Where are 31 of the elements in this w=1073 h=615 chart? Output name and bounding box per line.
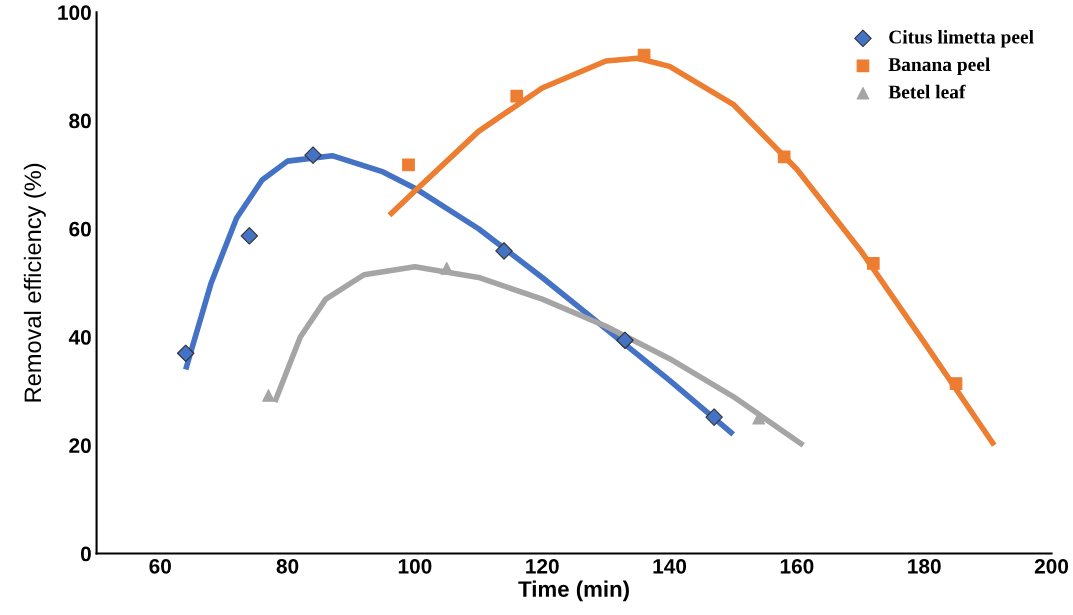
y-tick-label: 40 (68, 330, 91, 345)
legend-label: Citus limetta peel (889, 29, 1034, 48)
x-tick-label: 140 (653, 558, 687, 574)
legend-label: Banana peel (888, 57, 991, 76)
x-tick-label: 60 (149, 558, 171, 574)
y-tick-label: 20 (69, 438, 91, 454)
x-tick-label: 160 (780, 558, 814, 574)
point (510, 89, 524, 103)
x-axis-title: Time (min) (518, 580, 629, 602)
point (176, 344, 195, 363)
x-tick-label: 100 (398, 558, 432, 574)
point (866, 257, 880, 270)
point (616, 331, 634, 350)
y-tick-label: 100 (58, 5, 91, 21)
x-tick-label: 180 (908, 558, 941, 574)
y-axis-title: Removal efficiency (%) (23, 163, 46, 402)
point (495, 242, 513, 260)
x-tick-label: 200 (1034, 558, 1069, 574)
x-tick-label: 80 (276, 558, 299, 574)
point (949, 377, 963, 390)
y-tick-label: 60 (69, 221, 91, 237)
point (705, 408, 723, 426)
y-tick-label: 80 (69, 113, 91, 129)
x-tick-label: 120 (526, 558, 559, 574)
y-tick-label: 0 (80, 546, 91, 562)
legend-label: Betel leaf (888, 84, 966, 99)
point (240, 227, 259, 245)
point (402, 158, 415, 172)
point (304, 146, 322, 164)
point (777, 150, 791, 164)
point (262, 389, 275, 402)
